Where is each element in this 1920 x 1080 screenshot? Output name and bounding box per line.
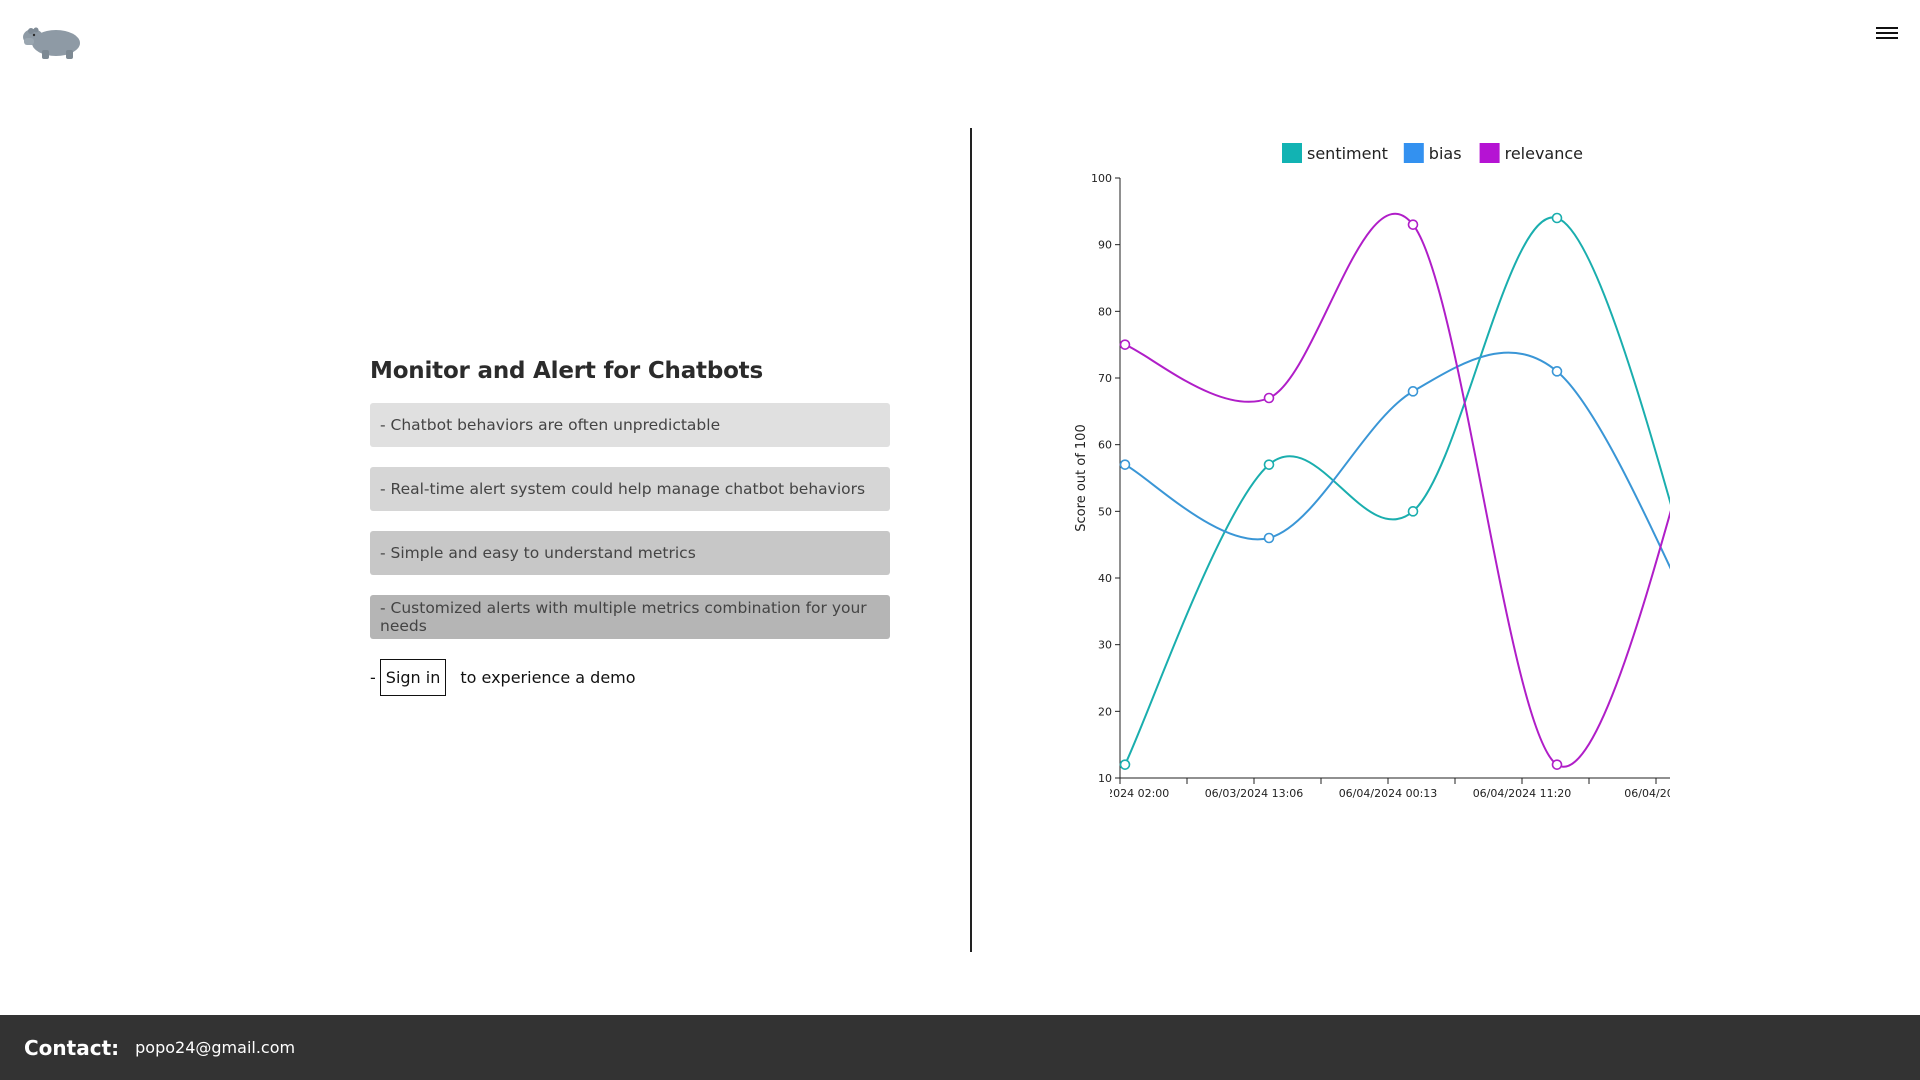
data-point-relevance [1263,392,1275,404]
data-point-bias [1551,366,1563,377]
x-tick-label: 06/03/2024 13:06 [1205,787,1304,800]
footer: Contact: popo24@gmail.com [0,1015,1920,1080]
series-line-bias [1124,351,1670,570]
y-tick-label: 100 [1091,172,1112,185]
data-point-relevance [1119,339,1131,350]
x-tick-label: 06/04/2024 11:20 [1473,787,1572,800]
data-point-bias [1407,386,1419,397]
y-tick-label: 90 [1098,239,1112,252]
x-tick-label: 06/04/2024 00:13 [1339,787,1438,800]
series-line-sentiment [1124,216,1670,766]
x-tick-label: 06/04/2024 [1624,787,1680,800]
data-point-sentiment [1263,459,1275,470]
footer-email[interactable]: popo24@gmail.com [135,1038,296,1057]
y-tick-label: 20 [1098,705,1112,718]
signin-prefix: - [370,668,376,687]
data-point-sentiment [1407,506,1419,517]
y-tick-label: 80 [1098,305,1112,318]
hamburger-menu-icon[interactable] [1876,24,1898,42]
y-tick-label: 10 [1098,772,1112,785]
hero-section: Monitor and Alert for Chatbots - Chatbot… [370,358,890,696]
page-title: Monitor and Alert for Chatbots [370,358,763,384]
feature-item: - Real-time alert system could help mana… [370,467,890,511]
y-tick-label: 40 [1098,572,1112,585]
legend-label-bias: bias [1429,144,1462,163]
data-point-relevance [1551,759,1563,770]
feature-item: - Simple and easy to understand metrics [370,531,890,575]
data-point-sentiment [1551,212,1563,224]
y-tick-label: 70 [1098,372,1112,385]
legend-label-relevance: relevance [1505,144,1583,163]
legend-swatch-sentiment [1282,143,1302,163]
feature-item: - Customized alerts with multiple metric… [370,595,890,639]
sign-in-button[interactable]: Sign in [379,659,447,696]
hippo-logo-icon[interactable] [22,22,82,60]
data-point-bias [1263,532,1275,544]
legend-swatch-bias [1403,143,1424,163]
signin-row: - Sign in to experience a demo [370,659,890,696]
signin-suffix: to experience a demo [460,668,636,687]
y-tick-label: 60 [1098,439,1112,452]
y-tick-label: 30 [1098,639,1112,652]
y-axis-label: Score out of 100 [1074,424,1089,531]
legend-label-sentiment: sentiment [1307,144,1388,163]
legend-swatch-relevance [1479,143,1500,163]
footer-contact-label: Contact: [24,1035,120,1060]
data-point-sentiment [1119,759,1131,770]
vertical-divider [970,128,972,952]
x-tick-label: 06/03/2024 02:00 [1071,787,1170,800]
data-point-bias [1119,459,1131,470]
series-line-relevance [1124,212,1670,768]
feature-item: - Chatbot behaviors are often unpredicta… [370,403,890,447]
y-tick-label: 50 [1098,505,1112,518]
score-line-chart: 10 20 30 40 50 60 70 80 90 100 06/03/2024 02:00 06/… [1071,143,1680,800]
data-point-relevance [1407,219,1419,230]
